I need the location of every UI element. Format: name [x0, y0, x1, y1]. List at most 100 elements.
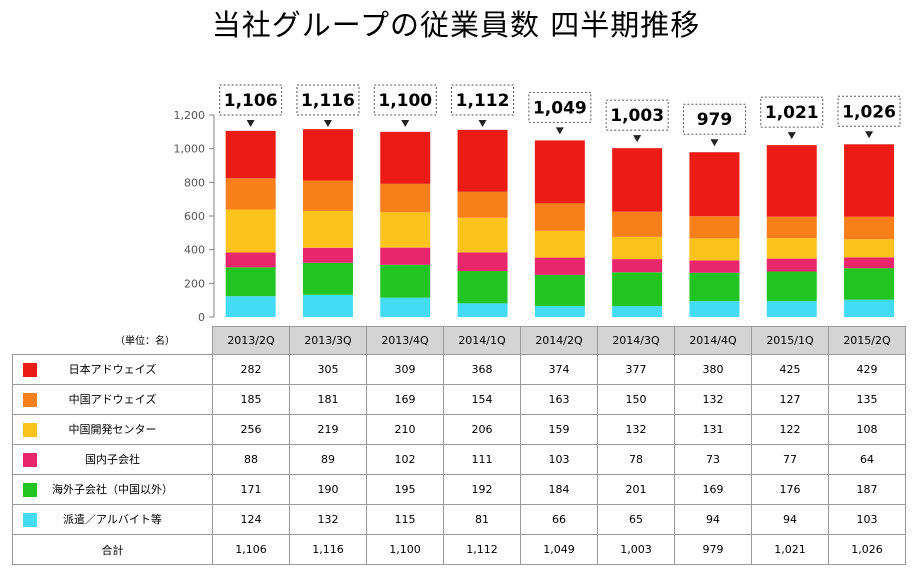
table-row: 海外子会社（中国以外） 171 190 195 192 184 201 169 176 187 [12, 474, 906, 505]
legend-swatch [23, 393, 37, 407]
table-cell: 102 [366, 444, 444, 475]
table-row: 派遣／アルバイト等 124 132 115 81 66 65 94 94 103 [12, 504, 906, 535]
bar-segment [689, 216, 740, 239]
row-label-cell: 国内子会社 [12, 444, 213, 475]
table-cell: 94 [751, 504, 829, 535]
total-callout-box [528, 91, 592, 123]
table-total-cell: 1,049 [520, 534, 598, 565]
bar-segment [534, 305, 585, 317]
column-header: 2013/4Q [366, 326, 444, 355]
bar-segment [225, 296, 276, 317]
bar-segment [225, 178, 276, 210]
row-label: 中国アドウェイズ [68, 393, 157, 406]
table-cell: 135 [828, 384, 906, 415]
total-label: 1,106 [224, 91, 278, 111]
bar-segment [380, 297, 431, 317]
table-row: 国内子会社 88 89 102 111 103 78 73 77 64 [12, 444, 906, 475]
total-label: 979 [697, 110, 733, 130]
table-cell: 190 [289, 474, 367, 505]
total-arrow [323, 120, 332, 127]
table-cell: 201 [597, 474, 675, 505]
total-callout-box [837, 95, 901, 127]
y-tick-label: 600 [184, 210, 205, 223]
row-label: 派遣／アルバイト等 [63, 513, 162, 526]
bar-segment [689, 152, 740, 217]
table-cell: 132 [597, 414, 675, 445]
table-cell: 88 [212, 444, 290, 475]
bar-segment [612, 306, 663, 317]
table-row: 日本アドウェイズ 282 305 309 368 374 377 380 425 429 [12, 354, 906, 385]
unit-label: （単位：名） [115, 336, 175, 347]
table-cell: 187 [828, 474, 906, 505]
bar-segment [457, 191, 508, 218]
bar-segment [689, 238, 740, 261]
bar-segment [225, 209, 276, 253]
table-total-cell: 1,116 [289, 534, 367, 565]
bar-segment [380, 247, 431, 265]
bar-segment [225, 252, 276, 268]
table-cell: 66 [520, 504, 598, 535]
table-cell: 195 [366, 474, 444, 505]
row-label: 中国開発センター [68, 423, 157, 436]
table-header-row: 2013/2Q 2013/3Q 2013/4Q 2014/1Q 2014/2Q 2014/… [13, 326, 906, 355]
table-cell: 171 [212, 474, 290, 505]
total-callout-box [373, 84, 437, 116]
table-cell: 206 [443, 414, 521, 445]
row-label-cell: 日本アドウェイズ [12, 354, 213, 385]
row-label-cell: 派遣／アルバイト等 [12, 504, 213, 535]
column-header: 2013/2Q [212, 326, 290, 355]
table-cell: 169 [674, 474, 752, 505]
bar-segment [457, 129, 508, 192]
bar-segment [380, 183, 431, 213]
total-label: 1,049 [533, 98, 587, 118]
table-total-cell: 1,106 [212, 534, 290, 565]
table-cell: 111 [443, 444, 521, 475]
total-callout-box [219, 84, 283, 116]
table-cell: 429 [828, 354, 906, 385]
bar-segment [612, 272, 663, 307]
bar-segment [302, 210, 353, 248]
table-cell: 103 [520, 444, 598, 475]
table-total-cell: 979 [674, 534, 752, 565]
bar-segment [844, 144, 895, 217]
row-label: 国内子会社 [85, 453, 140, 466]
total-label: 1,100 [378, 91, 432, 111]
bar-segment [534, 230, 585, 258]
table-cell: 256 [212, 414, 290, 445]
table-cell: 127 [751, 384, 829, 415]
table-cell: 219 [289, 414, 367, 445]
row-label-cell: 海外子会社（中国以外） [12, 474, 213, 505]
legend-swatch [23, 483, 37, 497]
table-cell: 150 [597, 384, 675, 415]
table-cell: 64 [828, 444, 906, 475]
total-row-label: 合計 [12, 534, 213, 565]
legend-swatch [23, 363, 37, 377]
bar-segment [689, 260, 740, 273]
table-cell: 94 [674, 504, 752, 535]
bar-segment [534, 274, 585, 306]
column-header: 2015/2Q [828, 326, 906, 355]
table-cell: 169 [366, 384, 444, 415]
table-row: 中国アドウェイズ 185 181 169 154 163 150 132 127 135 [12, 384, 906, 415]
table-cell: 131 [674, 414, 752, 445]
total-arrow [710, 139, 719, 147]
bar-segment [380, 131, 431, 184]
table-cell: 122 [751, 414, 829, 445]
bar-segment [844, 257, 895, 269]
total-callout-box [451, 84, 515, 116]
bar-segment [380, 264, 431, 298]
bar-segment [457, 303, 508, 317]
y-tick-label: 0 [198, 311, 205, 324]
column-header: 2014/4Q [674, 326, 752, 355]
bar-segment [844, 268, 895, 300]
table-total-cell: 1,021 [751, 534, 829, 565]
total-arrow [246, 120, 255, 127]
bar-segment [534, 257, 585, 275]
bar-segment [766, 271, 817, 302]
bar-segment [689, 301, 740, 317]
legend-swatch [23, 453, 37, 467]
total-arrow [401, 120, 410, 127]
table-cell: 73 [674, 444, 752, 475]
total-label: 1,112 [456, 91, 510, 111]
